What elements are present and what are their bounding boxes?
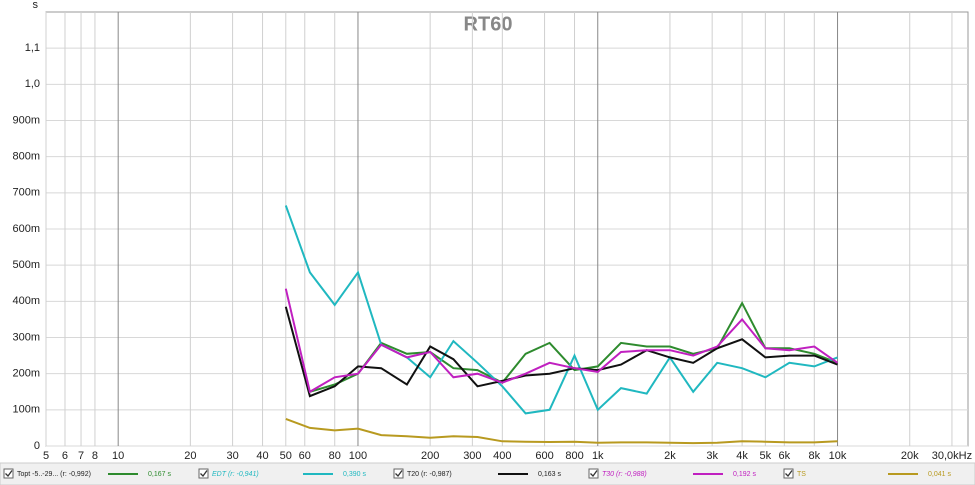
- legend-check: [395, 470, 403, 477]
- chart-title: RT60: [464, 13, 513, 35]
- x-tick-label: 6: [62, 450, 68, 462]
- x-tick-label: 30,0kHz: [932, 450, 972, 462]
- x-tick-label: 4k: [736, 450, 748, 462]
- legend-name: Topt -5..-29... (r: -0,992): [17, 471, 91, 478]
- x-tick-label: 5k: [760, 450, 772, 462]
- x-tick-label: 3k: [706, 450, 718, 462]
- y-tick-label: 500m: [12, 259, 40, 271]
- legend-check: [5, 470, 13, 477]
- x-tick-label: 60: [299, 450, 311, 462]
- y-tick-label: 800m: [12, 151, 40, 163]
- x-tick-label: 20: [184, 450, 196, 462]
- x-tick-label: 7: [78, 450, 84, 462]
- x-tick-label: 8: [92, 450, 98, 462]
- x-tick-label: 1k: [592, 450, 604, 462]
- y-tick-label: 1,1: [25, 42, 40, 54]
- x-tick-label: 50: [280, 450, 292, 462]
- x-tick-label: 2k: [664, 450, 676, 462]
- x-tick-label: 300: [463, 450, 481, 462]
- x-tick-label: 8k: [808, 450, 820, 462]
- x-tick-label: 10k: [829, 450, 847, 462]
- y-tick-label: 700m: [12, 187, 40, 199]
- legend-check: [590, 470, 598, 477]
- y-tick-label: 300m: [12, 331, 40, 343]
- legend-checkbox[interactable]: [393, 468, 404, 479]
- series-line: [284, 288, 839, 394]
- legend-name: T20 (r: -0,987): [407, 471, 452, 478]
- y-tick-label: 200m: [12, 368, 40, 380]
- x-tick-label: 5: [43, 450, 49, 462]
- x-tick-label: 40: [256, 450, 268, 462]
- series-line: [284, 306, 838, 398]
- y-tick-label: 0: [34, 440, 40, 452]
- x-tick-label: 80: [329, 450, 341, 462]
- x-tick-label: 400: [493, 450, 511, 462]
- series-line: [309, 300, 838, 393]
- legend-value: 0,192 s: [733, 471, 756, 478]
- legend-value: 0,041 s: [928, 471, 951, 478]
- legend-name: TS: [797, 471, 806, 478]
- legend-value: 0,390 s: [343, 471, 366, 478]
- y-tick-label: 100m: [12, 404, 40, 416]
- legend-checkbox[interactable]: [783, 468, 794, 479]
- x-tick-label: 30: [226, 450, 238, 462]
- legend-check: [785, 470, 793, 477]
- legend-check: [200, 470, 208, 477]
- legend-bar: [0, 462, 975, 485]
- x-tick-label: 6k: [779, 450, 791, 462]
- series-line: [284, 205, 838, 415]
- x-tick-label: 20k: [901, 450, 919, 462]
- y-tick-label: 1,0: [25, 78, 40, 90]
- legend-checkbox[interactable]: [588, 468, 599, 479]
- legend-name: EDT (r: -0,941): [212, 471, 259, 478]
- legend-value: 0,167 s: [148, 471, 171, 478]
- x-tick-label: 800: [565, 450, 583, 462]
- legend-checkbox[interactable]: [3, 468, 14, 479]
- y-tick-label: 600m: [12, 223, 40, 235]
- legend-value: 0,163 s: [538, 471, 561, 478]
- x-tick-label: 200: [421, 450, 439, 462]
- x-tick-label: 600: [535, 450, 553, 462]
- x-tick-label: 100: [349, 450, 367, 462]
- y-tick-label: 900m: [12, 114, 40, 126]
- y-tick-label: 400m: [12, 295, 40, 307]
- x-tick-label: 10: [112, 450, 124, 462]
- legend-name: T30 (r: -0,988): [602, 471, 647, 478]
- y-unit: s: [33, 0, 39, 11]
- series-line: [285, 417, 838, 445]
- legend-checkbox[interactable]: [198, 468, 209, 479]
